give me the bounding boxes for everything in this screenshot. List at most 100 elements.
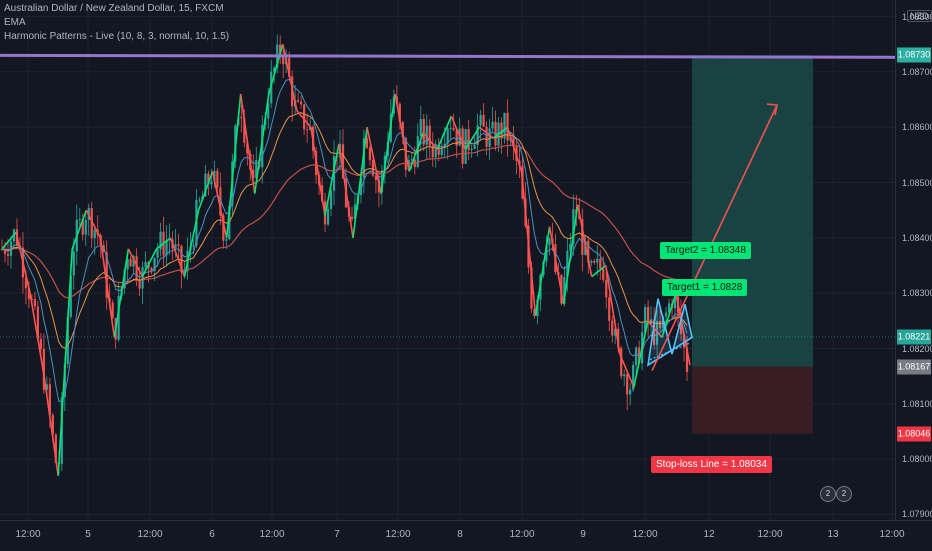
candle-body[interactable] (42, 348, 45, 390)
candle-body[interactable] (255, 160, 258, 179)
candle-body[interactable] (90, 208, 93, 239)
candle-body[interactable] (129, 259, 132, 267)
candle-body[interactable] (605, 279, 608, 298)
candle-body[interactable] (213, 170, 216, 182)
candle-body[interactable] (132, 256, 135, 267)
candle-body[interactable] (479, 114, 482, 126)
candle-body[interactable] (632, 364, 635, 390)
candle-body[interactable] (446, 128, 449, 144)
profit-zone[interactable] (692, 55, 813, 367)
candle-body[interactable] (288, 57, 291, 77)
candle-body[interactable] (123, 269, 126, 289)
symbol-title[interactable]: Australian Dollar / New Zealand Dollar, … (4, 3, 224, 14)
candle-body[interactable] (183, 271, 186, 273)
candle-body[interactable] (506, 112, 509, 141)
candle-body[interactable] (614, 328, 617, 336)
candle-body[interactable] (300, 101, 303, 105)
candle-body[interactable] (180, 245, 183, 273)
candle-body[interactable] (593, 260, 596, 263)
candle-body[interactable] (401, 121, 404, 138)
candle-body[interactable] (661, 316, 665, 329)
candle-body[interactable] (273, 67, 276, 72)
candle-body[interactable] (81, 218, 84, 235)
candle-body[interactable] (282, 54, 285, 65)
candle-body[interactable] (611, 320, 614, 336)
candle-body[interactable] (174, 244, 177, 249)
candle-body[interactable] (93, 229, 96, 239)
candle-body[interactable] (371, 160, 375, 176)
candle-body[interactable] (228, 205, 231, 240)
candle-body[interactable] (682, 334, 686, 348)
harmonic-pattern[interactable] (646, 298, 693, 367)
candle-body[interactable] (566, 250, 569, 278)
currency-label[interactable]: NZD (907, 10, 932, 22)
candle-body[interactable] (141, 267, 144, 289)
candle-body[interactable] (168, 239, 171, 241)
candle-body[interactable] (144, 261, 147, 268)
candle-body[interactable] (3, 249, 7, 254)
candle-body[interactable] (482, 114, 485, 127)
candle-body[interactable] (36, 306, 39, 339)
candle-body[interactable] (138, 279, 141, 289)
candle-body[interactable] (548, 238, 551, 246)
chart-canvas[interactable] (0, 0, 895, 520)
candle-body[interactable] (512, 135, 515, 147)
candle-body[interactable] (569, 243, 572, 251)
candle-body[interactable] (667, 303, 671, 313)
candle-body[interactable] (428, 125, 431, 146)
candle-body[interactable] (24, 277, 28, 289)
candle-body[interactable] (359, 177, 363, 196)
candle-body[interactable] (297, 100, 300, 102)
candle-body[interactable] (623, 374, 626, 377)
loss-zone[interactable] (692, 366, 813, 434)
ema-indicator-label[interactable]: EMA (4, 17, 26, 28)
candle-body[interactable] (673, 296, 677, 309)
candle-body[interactable] (635, 347, 638, 365)
candle-body[interactable] (198, 199, 201, 201)
candle-body[interactable] (350, 216, 354, 220)
candle-body[interactable] (545, 245, 548, 262)
candle-body[interactable] (434, 145, 437, 158)
candle-body[interactable] (306, 129, 309, 131)
candle-body[interactable] (398, 103, 401, 122)
candle-body[interactable] (500, 122, 503, 139)
candle-body[interactable] (599, 258, 602, 269)
candle-body[interactable] (380, 170, 383, 193)
candle-body[interactable] (153, 257, 156, 272)
candle-body[interactable] (617, 328, 620, 348)
candle-body[interactable] (159, 231, 162, 250)
candle-body[interactable] (353, 204, 357, 220)
candle-body[interactable] (177, 244, 180, 246)
candle-body[interactable] (488, 128, 491, 147)
candle-body[interactable] (51, 414, 54, 435)
candle-body[interactable] (476, 125, 479, 146)
candle-body[interactable] (590, 260, 593, 263)
candle-body[interactable] (111, 302, 114, 319)
candle-body[interactable] (455, 129, 458, 146)
candle-body[interactable] (587, 240, 590, 263)
user-avatar-icon[interactable]: 2 (836, 486, 852, 502)
candle-body[interactable] (563, 277, 566, 304)
candle-body[interactable] (658, 320, 662, 329)
candle-body[interactable] (425, 125, 428, 145)
candle-body[interactable] (54, 434, 57, 463)
candle-body[interactable] (503, 112, 506, 139)
candle-body[interactable] (664, 312, 668, 317)
candle-body[interactable] (222, 215, 225, 241)
candle-body[interactable] (303, 104, 306, 130)
candle-body[interactable] (27, 288, 31, 299)
candle-body[interactable] (440, 147, 443, 155)
candle-body[interactable] (117, 295, 120, 340)
candle-body[interactable] (596, 258, 599, 263)
candle-body[interactable] (326, 208, 330, 225)
candle-body[interactable] (572, 209, 575, 244)
candle-body[interactable] (341, 144, 345, 179)
candle-body[interactable] (66, 316, 69, 364)
candle-body[interactable] (150, 267, 153, 272)
candle-body[interactable] (246, 142, 249, 154)
candle-body[interactable] (261, 124, 264, 168)
candle-body[interactable] (243, 118, 246, 143)
candle-body[interactable] (653, 319, 656, 345)
candle-body[interactable] (494, 121, 497, 146)
candle-body[interactable] (581, 219, 584, 255)
